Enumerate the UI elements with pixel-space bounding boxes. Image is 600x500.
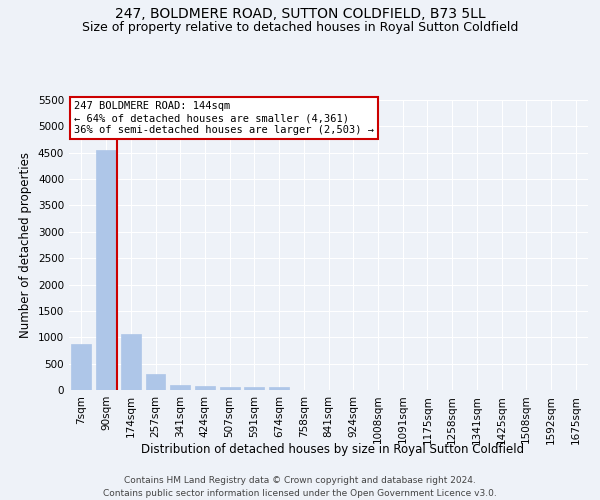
Text: Contains HM Land Registry data © Crown copyright and database right 2024.
Contai: Contains HM Land Registry data © Crown c…	[103, 476, 497, 498]
Text: 247, BOLDMERE ROAD, SUTTON COLDFIELD, B73 5LL: 247, BOLDMERE ROAD, SUTTON COLDFIELD, B7…	[115, 8, 485, 22]
Bar	[244, 386, 264, 390]
Bar	[269, 387, 289, 390]
Bar	[195, 386, 215, 390]
Bar	[71, 344, 91, 390]
Bar	[121, 334, 140, 390]
Text: Size of property relative to detached houses in Royal Sutton Coldfield: Size of property relative to detached ho…	[82, 21, 518, 34]
Bar	[96, 150, 116, 390]
Y-axis label: Number of detached properties: Number of detached properties	[19, 152, 32, 338]
Text: 247 BOLDMERE ROAD: 144sqm
← 64% of detached houses are smaller (4,361)
36% of se: 247 BOLDMERE ROAD: 144sqm ← 64% of detac…	[74, 102, 374, 134]
Bar	[220, 386, 239, 390]
Bar	[170, 384, 190, 390]
Text: Distribution of detached houses by size in Royal Sutton Coldfield: Distribution of detached houses by size …	[142, 442, 524, 456]
Bar	[146, 374, 166, 390]
